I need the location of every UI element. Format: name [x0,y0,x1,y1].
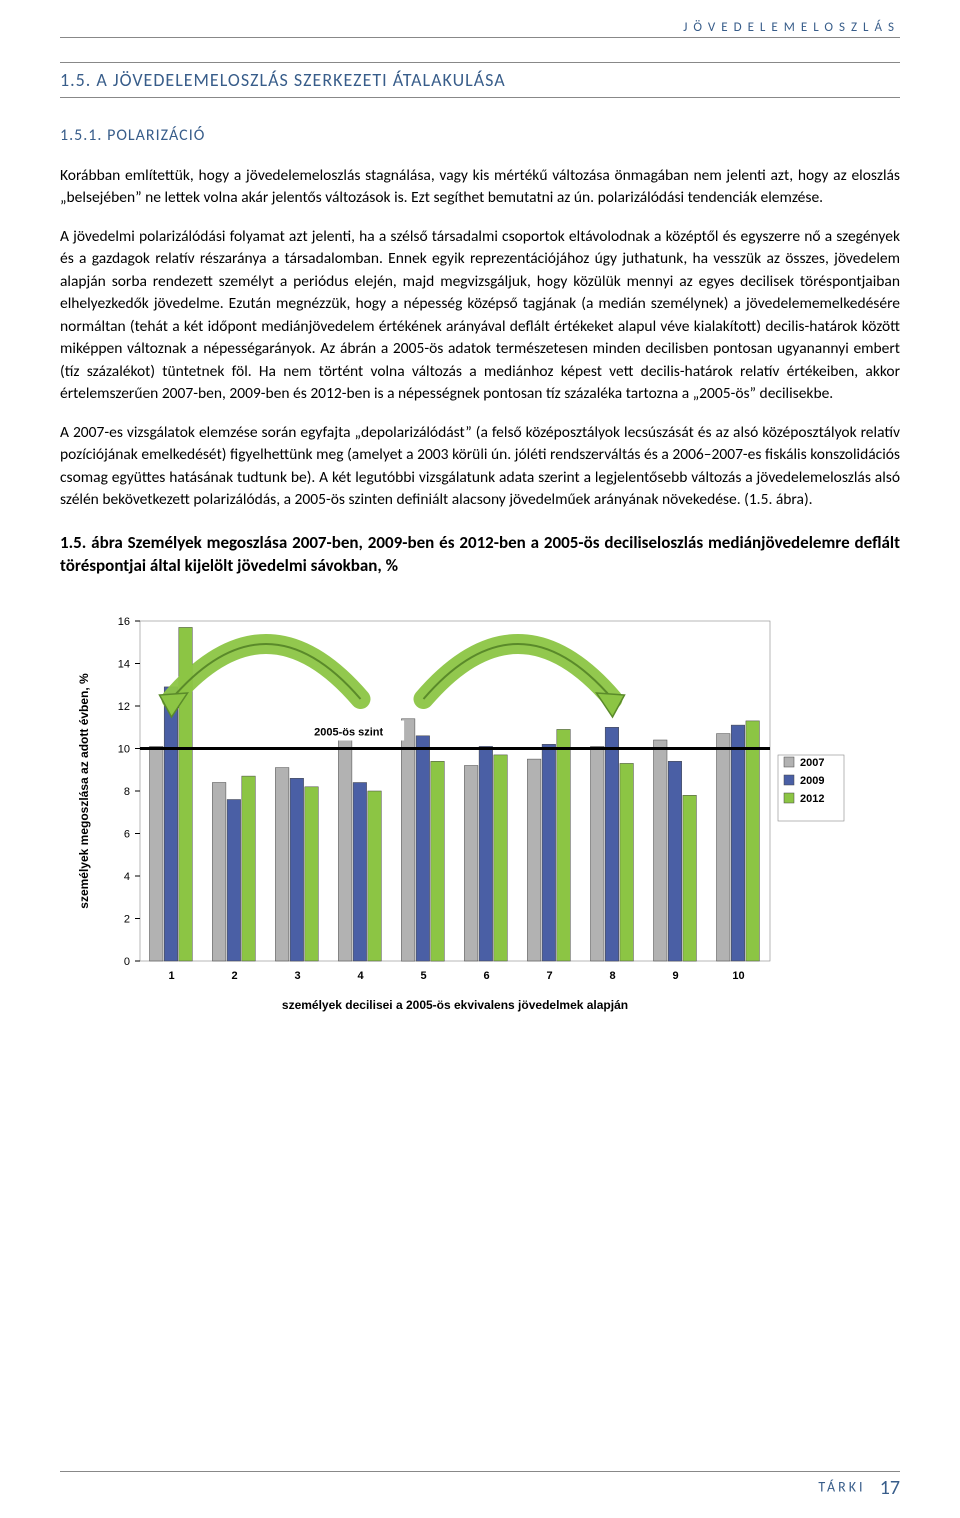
svg-text:5: 5 [420,970,426,982]
paragraph-1: Korábban említettük, hogy a jövedelemelo… [60,165,900,210]
svg-text:9: 9 [672,970,678,982]
svg-text:személyek decilisei a 2005-ös: személyek decilisei a 2005-ös ekvivalens… [282,998,628,1012]
svg-text:12: 12 [118,701,130,713]
svg-text:8: 8 [609,970,615,982]
page-header-label: JÖVEDELEMELOSZLÁS [60,20,900,38]
page-number: 17 [880,1476,900,1500]
svg-text:2005-ös szint: 2005-ös szint [314,727,383,739]
svg-text:2007: 2007 [800,757,824,769]
svg-text:10: 10 [732,970,744,982]
svg-text:1: 1 [168,970,174,982]
bar-chart: 0246810121416123456789102005-ös szintsze… [70,601,890,1021]
figure-caption: 1.5. ábra Személyek megoszlása 2007-ben,… [60,532,900,578]
svg-text:7: 7 [546,970,552,982]
svg-text:6: 6 [483,970,489,982]
svg-text:8: 8 [124,786,130,798]
paragraph-3: A 2007-es vizsgálatok elemzése során egy… [60,422,900,512]
svg-text:16: 16 [118,616,130,628]
svg-text:személyek megoszlása az adott: személyek megoszlása az adott évben, % [77,673,91,909]
svg-text:3: 3 [294,970,300,982]
section-title: 1.5. A JÖVEDELEMELOSZLÁS SZERKEZETI ÁTAL… [60,62,900,98]
subsection-title: 1.5.1. POLARIZÁCIÓ [60,126,900,145]
svg-text:10: 10 [118,744,130,756]
svg-text:14: 14 [118,659,130,671]
footer-org: TÁRKI [818,1478,865,1495]
svg-text:4: 4 [357,970,364,982]
paragraph-2: A jövedelmi polarizálódási folyamat azt … [60,226,900,406]
svg-text:6: 6 [124,829,130,841]
svg-text:2009: 2009 [800,775,824,787]
svg-text:0: 0 [124,956,130,968]
svg-text:2: 2 [124,914,130,926]
svg-text:4: 4 [124,871,130,883]
svg-text:2012: 2012 [800,793,824,805]
page-footer: TÁRKI 17 [60,1471,900,1500]
svg-text:2: 2 [231,970,237,982]
